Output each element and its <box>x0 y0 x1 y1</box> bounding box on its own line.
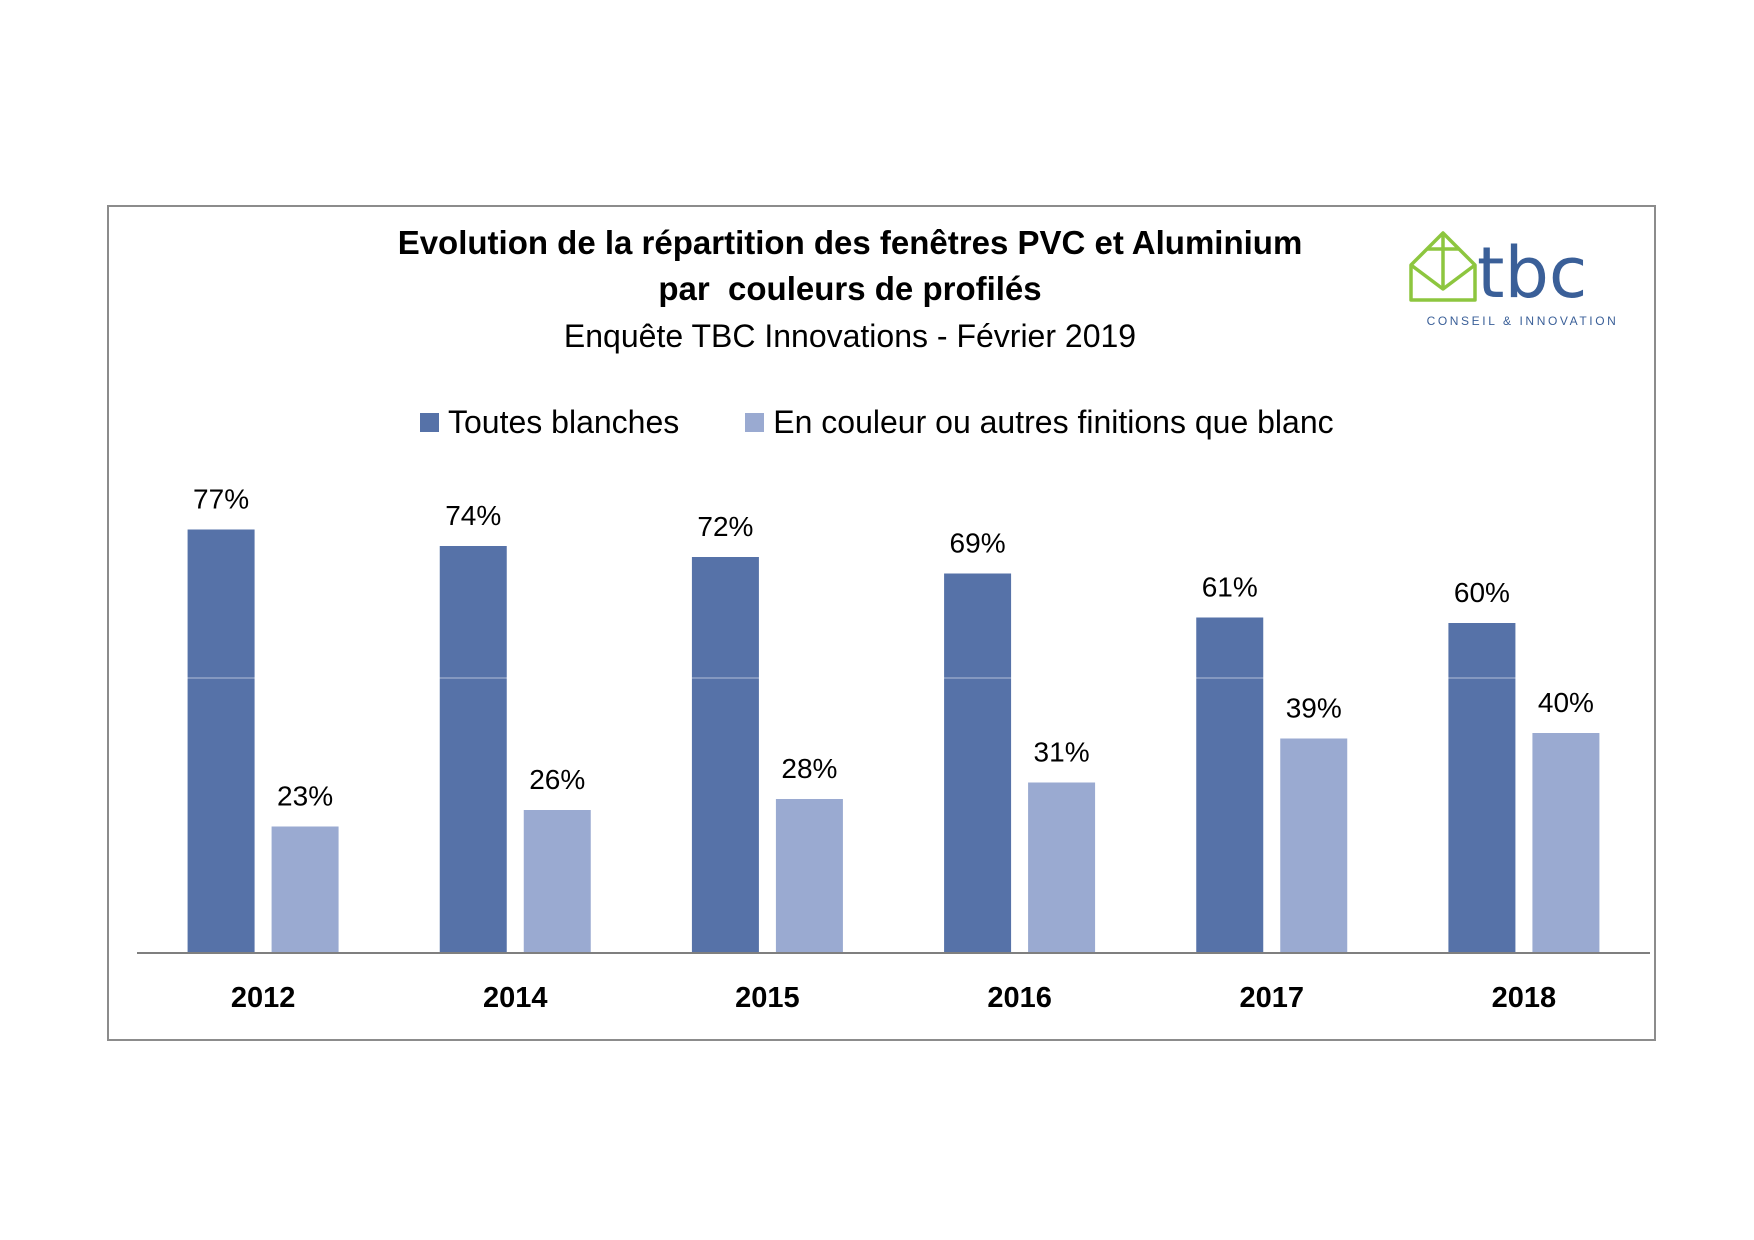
bar-colour-2016 <box>1028 782 1096 953</box>
bar-white-2017 <box>1196 617 1264 953</box>
bar-white-2014 <box>439 546 507 953</box>
bar-colour-2012 <box>271 826 339 953</box>
legend-label-colour: En couleur ou autres finitions que blanc <box>773 404 1334 440</box>
legend-swatch-colour <box>745 413 765 432</box>
data-label-colour-2012: 23% <box>277 781 333 812</box>
data-label-white-2012: 77% <box>193 484 249 515</box>
bar-white-2016 <box>944 573 1012 953</box>
x-tick-label-2015: 2015 <box>735 982 800 1014</box>
legend-item-white: Toutes blanches <box>420 404 679 441</box>
chart-frame <box>107 205 1656 1041</box>
data-label-white-2015: 72% <box>697 511 753 542</box>
legend-label-white: Toutes blanches <box>448 404 680 440</box>
bar-white-2015 <box>691 557 759 953</box>
x-tick-label-2018: 2018 <box>1492 982 1557 1014</box>
x-tick-label-2017: 2017 <box>1239 982 1304 1014</box>
data-label-colour-2015: 28% <box>781 753 837 784</box>
chart-legend: Toutes blanches En couleur ou autres fin… <box>420 404 1400 441</box>
chart-subtitle: Enquête TBC Innovations - Février 2019 <box>563 318 1137 354</box>
tbc-logo: tbc CONSEIL & INNOVATION <box>1405 225 1635 330</box>
logo-subtext: CONSEIL & INNOVATION <box>1426 314 1619 328</box>
x-tick-label-2012: 2012 <box>231 982 296 1014</box>
data-label-colour-2016: 31% <box>1034 737 1090 768</box>
bar-colour-2015 <box>775 799 843 953</box>
bar-white-2012 <box>187 529 255 953</box>
bar-white-2018 <box>1448 623 1516 953</box>
bar-colour-2014 <box>523 810 591 953</box>
data-label-colour-2014: 26% <box>529 764 585 795</box>
data-label-white-2017: 61% <box>1202 572 1258 603</box>
legend-swatch-white <box>420 413 439 432</box>
data-label-white-2014: 74% <box>445 500 501 531</box>
bar-colour-2017 <box>1280 738 1348 953</box>
house-logo-icon: tbc <box>1409 231 1587 314</box>
x-tick-label-2014: 2014 <box>483 982 548 1014</box>
data-label-colour-2018: 40% <box>1538 687 1594 718</box>
chart-title: Evolution de la répartition des fenêtres… <box>397 224 1303 261</box>
bar-colour-2018 <box>1532 733 1600 953</box>
chart-title-line2: par couleurs de profilés <box>658 270 1042 307</box>
data-label-white-2016: 69% <box>950 528 1006 559</box>
legend-item-colour: En couleur ou autres finitions que blanc <box>745 404 1334 441</box>
data-label-white-2018: 60% <box>1454 577 1510 608</box>
x-tick-label-2016: 2016 <box>987 982 1052 1014</box>
data-label-colour-2017: 39% <box>1286 693 1342 724</box>
logo-wordmark: tbc <box>1477 232 1587 314</box>
